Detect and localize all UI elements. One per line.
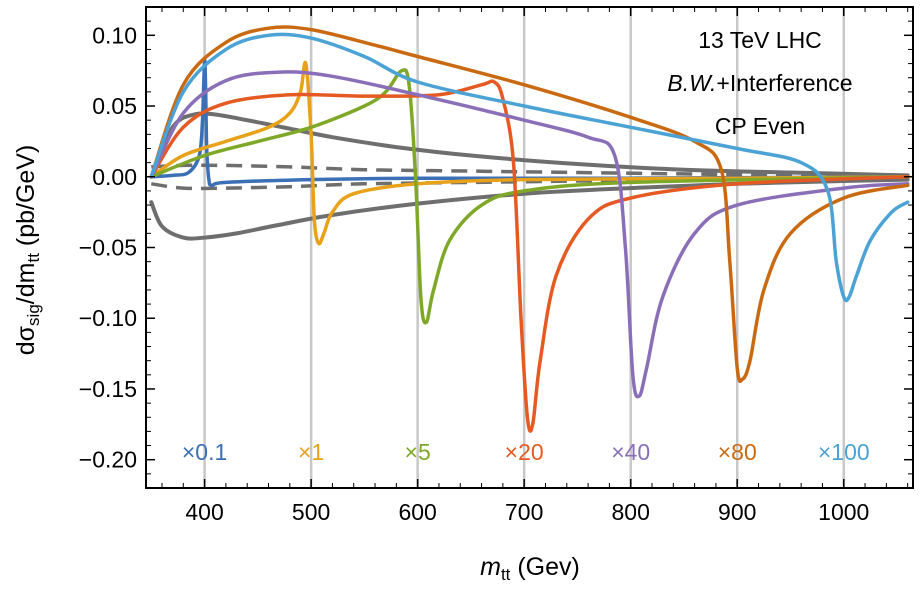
x-tick-label: 700	[505, 499, 543, 525]
x-tick-label: 800	[612, 499, 650, 525]
x-tick-label: 600	[398, 499, 436, 525]
series-line-m700	[149, 79, 910, 433]
series-line-gray	[149, 111, 910, 179]
annotation-line-3: CP Even	[715, 113, 805, 139]
x-axis-label: mtt (Gev)	[480, 553, 580, 584]
data-series	[149, 25, 910, 433]
y-tick-label: 0.00	[92, 164, 137, 190]
multiplier-label: ×20	[505, 439, 544, 465]
series-line-gray	[151, 163, 908, 178]
x-tick-label: 400	[185, 499, 223, 525]
annotation-line-2: B.W.+Interference	[667, 70, 852, 96]
series-line-m600	[149, 68, 910, 325]
y-tick-label: −0.05	[79, 235, 137, 261]
series-line-m1000	[149, 32, 910, 303]
multiplier-label: ×80	[718, 439, 757, 465]
x-tick-label: 900	[718, 499, 756, 525]
multiplier-label: ×40	[611, 439, 650, 465]
y-tick-label: −0.10	[79, 305, 137, 331]
annotation-block: 13 TeV LHC B.W.+Interference CP Even	[667, 27, 852, 139]
x-tick-label: 500	[292, 499, 330, 525]
y-tick-label: −0.15	[79, 376, 137, 402]
y-axis-label: dσsig/dmtt (pb/GeV)	[12, 145, 43, 356]
tick-labels: 400 500 600 700 800 900 1000 0.10 0.05 0.00 −0.05 −…	[79, 22, 870, 525]
y-tick-label: −0.20	[79, 447, 137, 473]
series-line-m500	[149, 60, 910, 246]
annotation-interference: +Interference	[716, 70, 852, 96]
multiplier-label: ×0.1	[182, 439, 227, 465]
multiplier-labels: ×0.1 ×1 ×5 ×20 ×40 ×80 ×100	[182, 439, 870, 465]
y-tick-label: 0.05	[92, 93, 137, 119]
y-tick-label: 0.10	[92, 22, 137, 48]
x-tick-label: 1000	[818, 499, 869, 525]
multiplier-label: ×1	[298, 439, 324, 465]
multiplier-label: ×100	[818, 439, 870, 465]
series-line-m800	[149, 70, 910, 399]
annotation-bw: B.W.	[667, 70, 716, 96]
tick-marks	[146, 7, 913, 488]
multiplier-label: ×5	[405, 439, 431, 465]
annotation-line-1: 13 TeV LHC	[698, 27, 822, 53]
